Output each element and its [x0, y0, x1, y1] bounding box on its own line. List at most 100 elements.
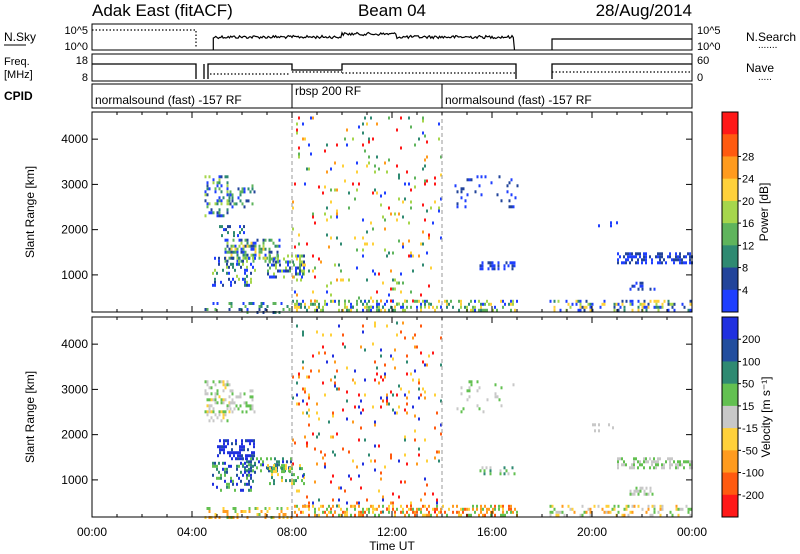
velocity-cell	[482, 410, 485, 414]
power-cell	[683, 261, 685, 265]
freq-label: Freq.	[4, 56, 30, 68]
power-cell	[238, 238, 241, 242]
power-cell	[653, 287, 656, 291]
nsearch-legend: .......	[758, 40, 777, 51]
velocity-cell	[374, 324, 376, 328]
velocity-cell	[468, 507, 470, 511]
power-cell	[260, 250, 263, 254]
power-cell	[512, 299, 514, 303]
power-cell	[214, 256, 216, 260]
power-cell	[667, 308, 670, 312]
velocity-cell	[623, 463, 625, 467]
velocity-cell	[244, 467, 246, 471]
power-cell	[683, 255, 685, 259]
velocity-cell	[247, 454, 249, 458]
velocity-cell	[222, 461, 224, 465]
power-cell	[226, 265, 228, 269]
power-cell	[577, 308, 580, 312]
power-cell	[370, 308, 372, 312]
power-cell	[314, 302, 316, 306]
power-cell	[226, 250, 229, 254]
velocity-cell	[254, 470, 256, 474]
velocity-cell	[242, 464, 244, 468]
velocity-cell	[231, 392, 234, 396]
velocity-cell	[352, 459, 354, 463]
velocity-cell	[212, 473, 214, 477]
velocity-cell	[677, 463, 679, 467]
power-cell	[659, 261, 661, 265]
nsky-left-tick-high: 10^5	[64, 25, 88, 37]
power-cell	[299, 260, 301, 264]
velocity-cell	[234, 510, 237, 513]
velocity-cell	[306, 441, 308, 445]
power-cell	[641, 281, 644, 285]
power-cell	[274, 256, 277, 260]
velocity-cell	[440, 507, 442, 511]
velocity-cell	[273, 482, 275, 486]
velocity-cell	[360, 399, 362, 403]
velocity-cell	[424, 513, 426, 517]
power-cell	[254, 256, 256, 260]
velocity-cell	[318, 513, 320, 517]
velocity-cell	[281, 476, 283, 480]
power-cell	[208, 175, 211, 179]
power-cell	[297, 272, 299, 276]
power-cell	[583, 308, 586, 312]
power-cell	[229, 202, 232, 206]
velocity-cell	[219, 439, 221, 443]
power-cell	[228, 302, 231, 305]
velocity-cell	[332, 450, 334, 454]
velocity-cell	[378, 489, 380, 493]
power-cell	[250, 277, 252, 281]
power-cell	[218, 211, 221, 215]
power-cell	[298, 302, 300, 306]
velocity-cell	[430, 513, 432, 517]
power-cell	[368, 305, 370, 309]
power-colorbar-swatch	[722, 267, 738, 291]
power-cell	[510, 178, 513, 182]
velocity-cell	[301, 467, 303, 471]
power-cell	[330, 188, 332, 192]
velocity-cell	[208, 410, 211, 414]
power-cell	[246, 268, 248, 272]
velocity-cell	[216, 467, 218, 471]
power-cell	[336, 143, 338, 147]
power-colorbar-label: Power [dB]	[757, 183, 771, 242]
power-cell	[230, 262, 232, 266]
power-cell	[250, 280, 252, 284]
velocity-cell	[332, 411, 334, 415]
velocity-cell	[458, 510, 460, 514]
power-cell	[404, 197, 406, 201]
velocity-cell	[334, 510, 336, 514]
velocity-cell	[332, 354, 334, 358]
velocity-cell	[488, 507, 490, 511]
power-cell	[388, 158, 390, 162]
power-cell	[214, 277, 216, 281]
velocity-colorbar-tick-label: -50	[742, 445, 758, 457]
velocity-cell	[551, 510, 554, 514]
velocity-cell	[208, 507, 211, 510]
power-cell	[627, 255, 629, 259]
velocity-cell	[214, 395, 217, 399]
power-cell	[438, 209, 440, 213]
velocity-cell	[400, 504, 402, 508]
power-colorbar-swatch	[722, 156, 738, 180]
velocity-cell	[330, 378, 332, 382]
velocity-cell	[380, 348, 382, 352]
power-cell	[508, 181, 511, 185]
velocity-cell	[472, 507, 474, 511]
velocity-cell	[372, 342, 374, 346]
velocity-cell	[212, 407, 215, 411]
velocity-cell	[220, 488, 222, 492]
power-cell	[665, 261, 667, 265]
velocity-cell	[226, 470, 228, 474]
power-cell	[226, 238, 229, 242]
power-cell	[318, 257, 320, 261]
velocity-cell	[218, 476, 220, 480]
power-cell	[356, 299, 358, 303]
velocity-cell	[334, 453, 336, 457]
velocity-cell	[366, 498, 368, 502]
power-cell	[227, 225, 229, 229]
velocity-cell	[489, 472, 492, 476]
velocity-cell	[370, 504, 372, 508]
